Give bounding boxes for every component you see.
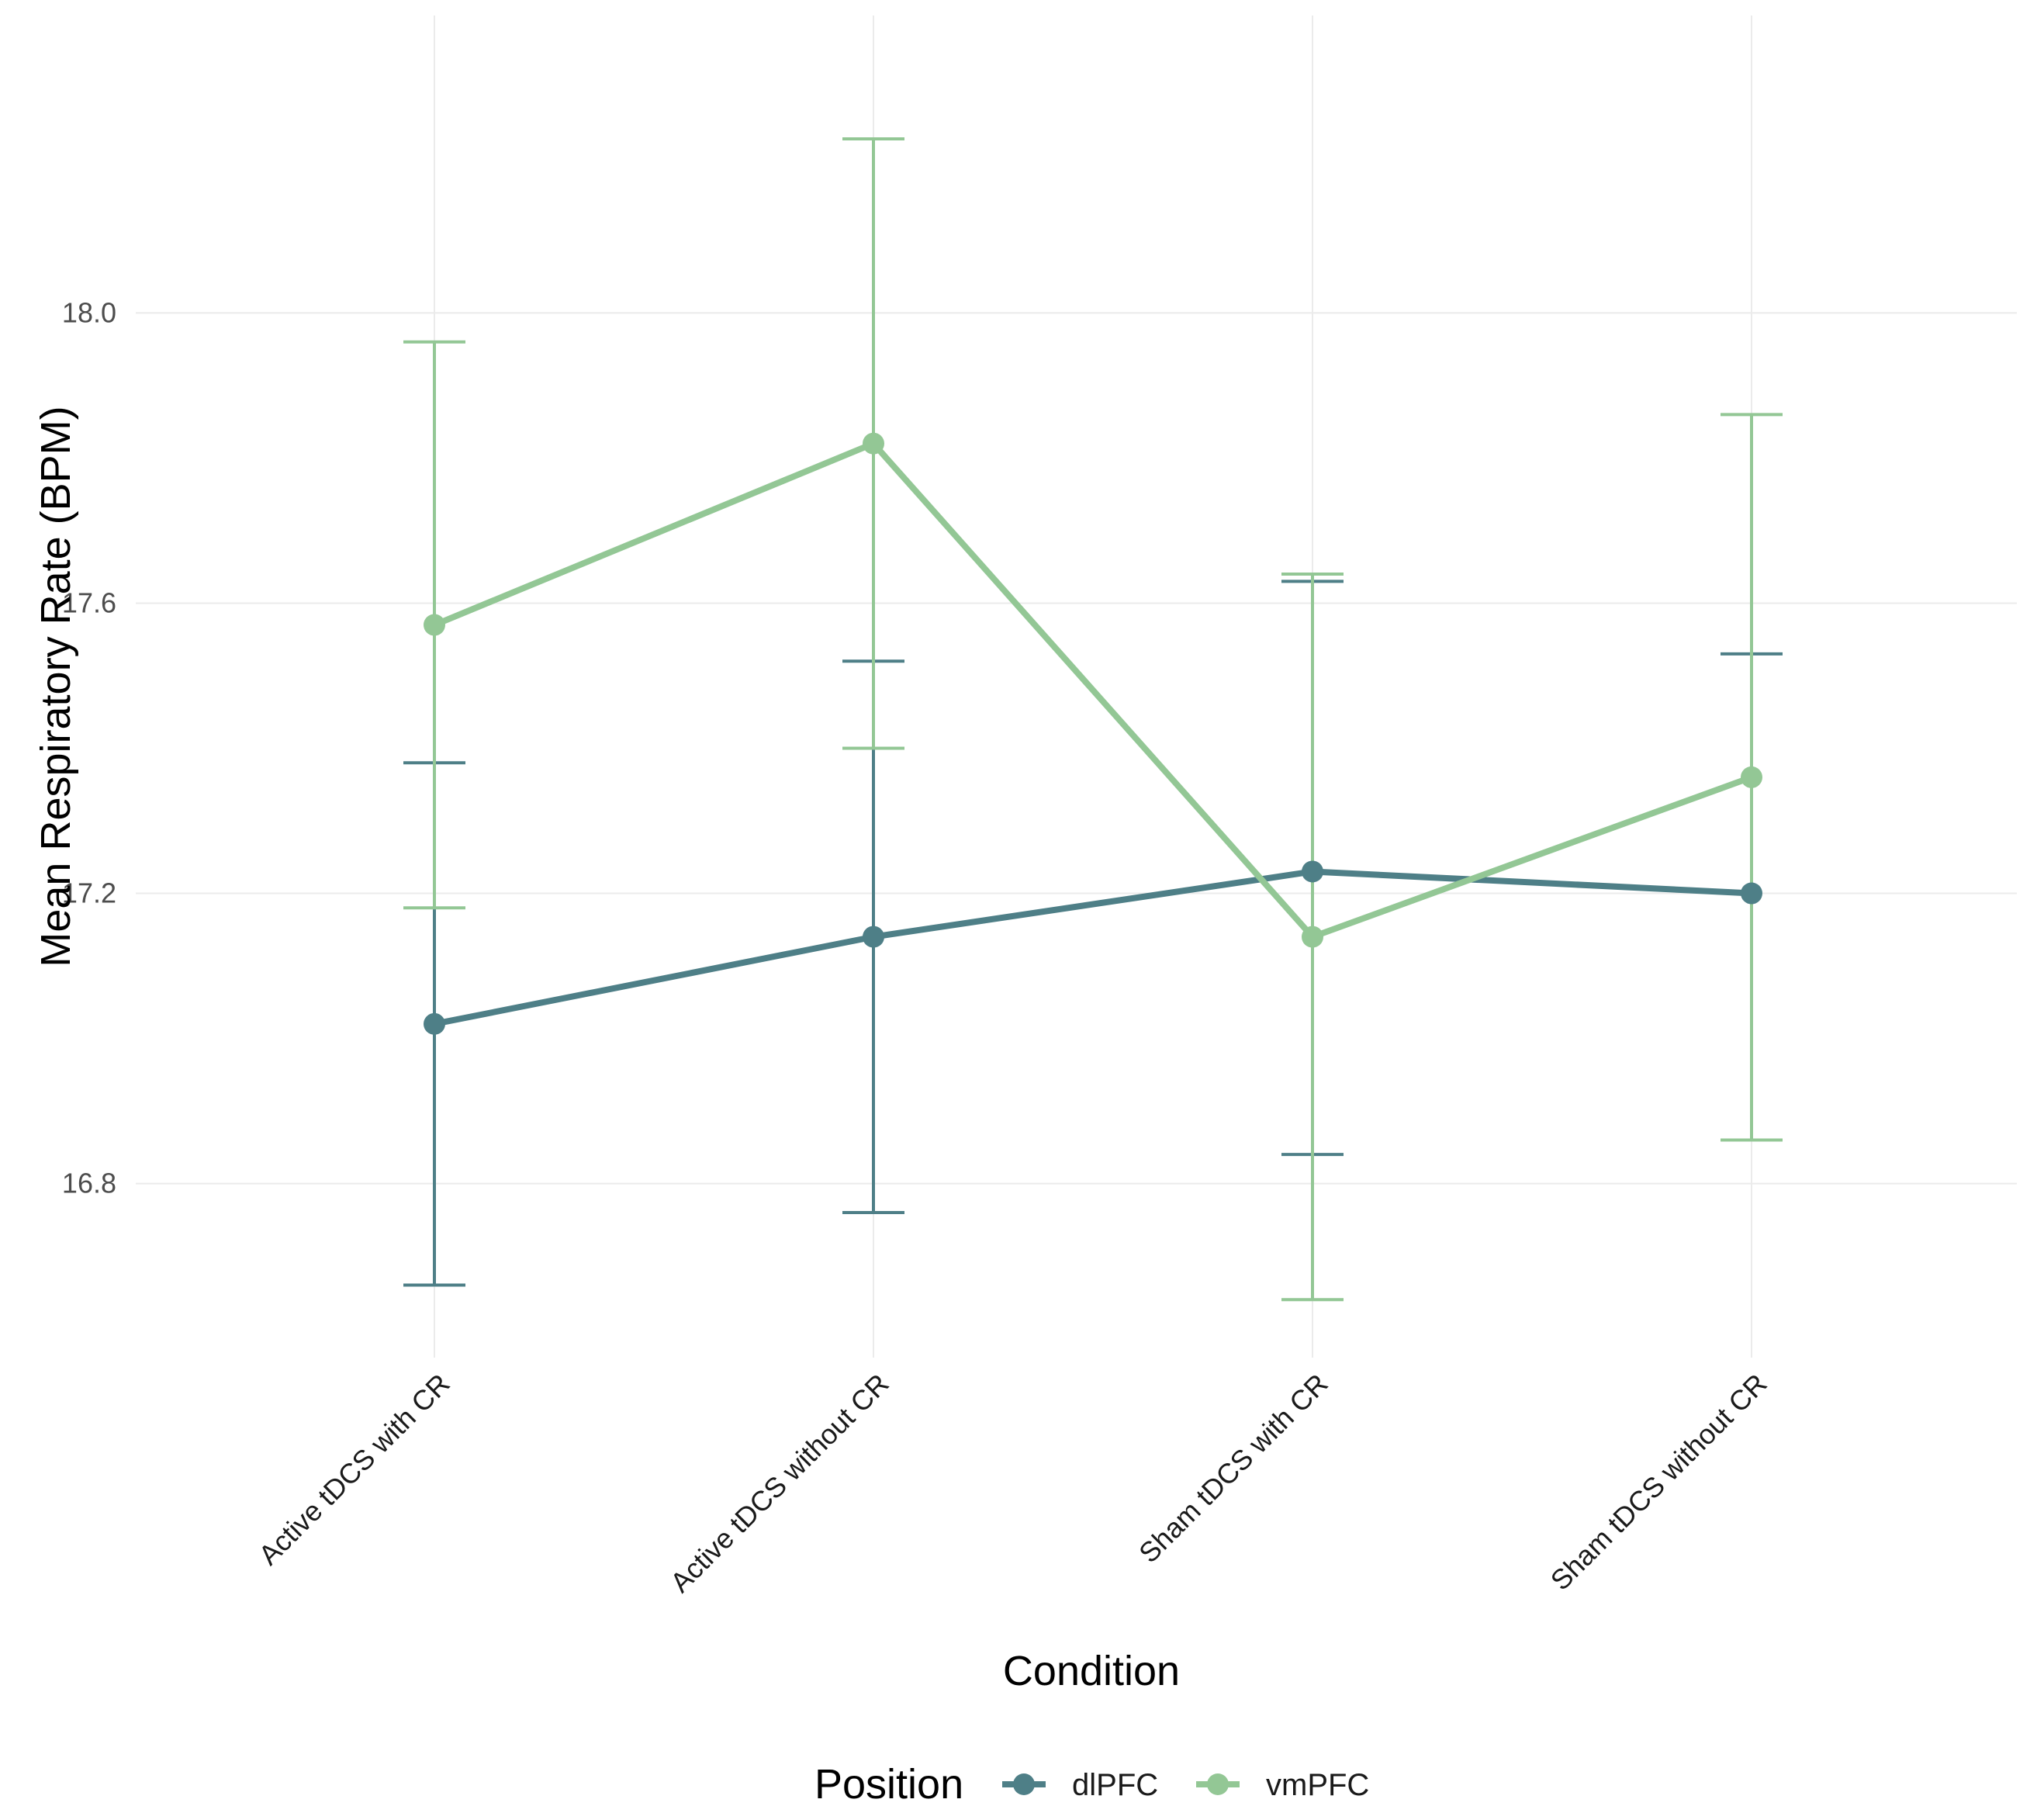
vmpfc-point: [424, 614, 445, 636]
legend-label: vmPFC: [1266, 1768, 1369, 1802]
legend-item-vmpfc: vmPFC: [1196, 1768, 1369, 1802]
vmpfc-point: [1741, 766, 1762, 788]
y-axis-ticks: 16.8 17.2 17.6 18.0: [62, 296, 116, 1199]
dlpfc-point: [424, 1012, 445, 1035]
legend-label: dlPFC: [1072, 1768, 1158, 1802]
legend-key-point: [1207, 1773, 1229, 1795]
legend-key-point: [1013, 1773, 1035, 1795]
x-tick-label: Active tDCS without CR: [664, 1368, 895, 1599]
legend: Position dlPFC vmPFC: [814, 1761, 1369, 1808]
y-axis-title: Mean Respiratory Rate (BPM): [33, 406, 79, 967]
y-tick-label: 18.0: [62, 296, 116, 328]
x-tick-label: Active tDCS with CR: [252, 1368, 455, 1571]
series-lines: [433, 440, 1753, 1027]
x-axis-title: Condition: [1003, 1648, 1180, 1694]
vmpfc-point: [863, 432, 884, 455]
dlpfc-point: [1741, 882, 1762, 905]
series-points: [424, 432, 1762, 1035]
y-tick-label: 16.8: [62, 1168, 116, 1199]
y-tick-label: 17.2: [62, 877, 116, 909]
vmpfc-point: [1302, 926, 1323, 948]
legend-title: Position: [814, 1761, 963, 1808]
x-axis-ticks: Active tDCS with CR Active tDCS without C…: [252, 1368, 1772, 1599]
x-tick-label: Sham tDCS with CR: [1133, 1368, 1334, 1569]
dlpfc-point: [1302, 860, 1323, 883]
gridlines: [136, 16, 2017, 1358]
x-tick-label: Sham tDCS without CR: [1544, 1368, 1773, 1597]
y-tick-label: 17.6: [62, 586, 116, 618]
dlpfc-point: [863, 926, 884, 948]
vmpfc-series-line: [433, 440, 1753, 940]
dlpfc-series-line: [434, 868, 1752, 1027]
legend-item-dlpfc: dlPFC: [1002, 1768, 1158, 1802]
